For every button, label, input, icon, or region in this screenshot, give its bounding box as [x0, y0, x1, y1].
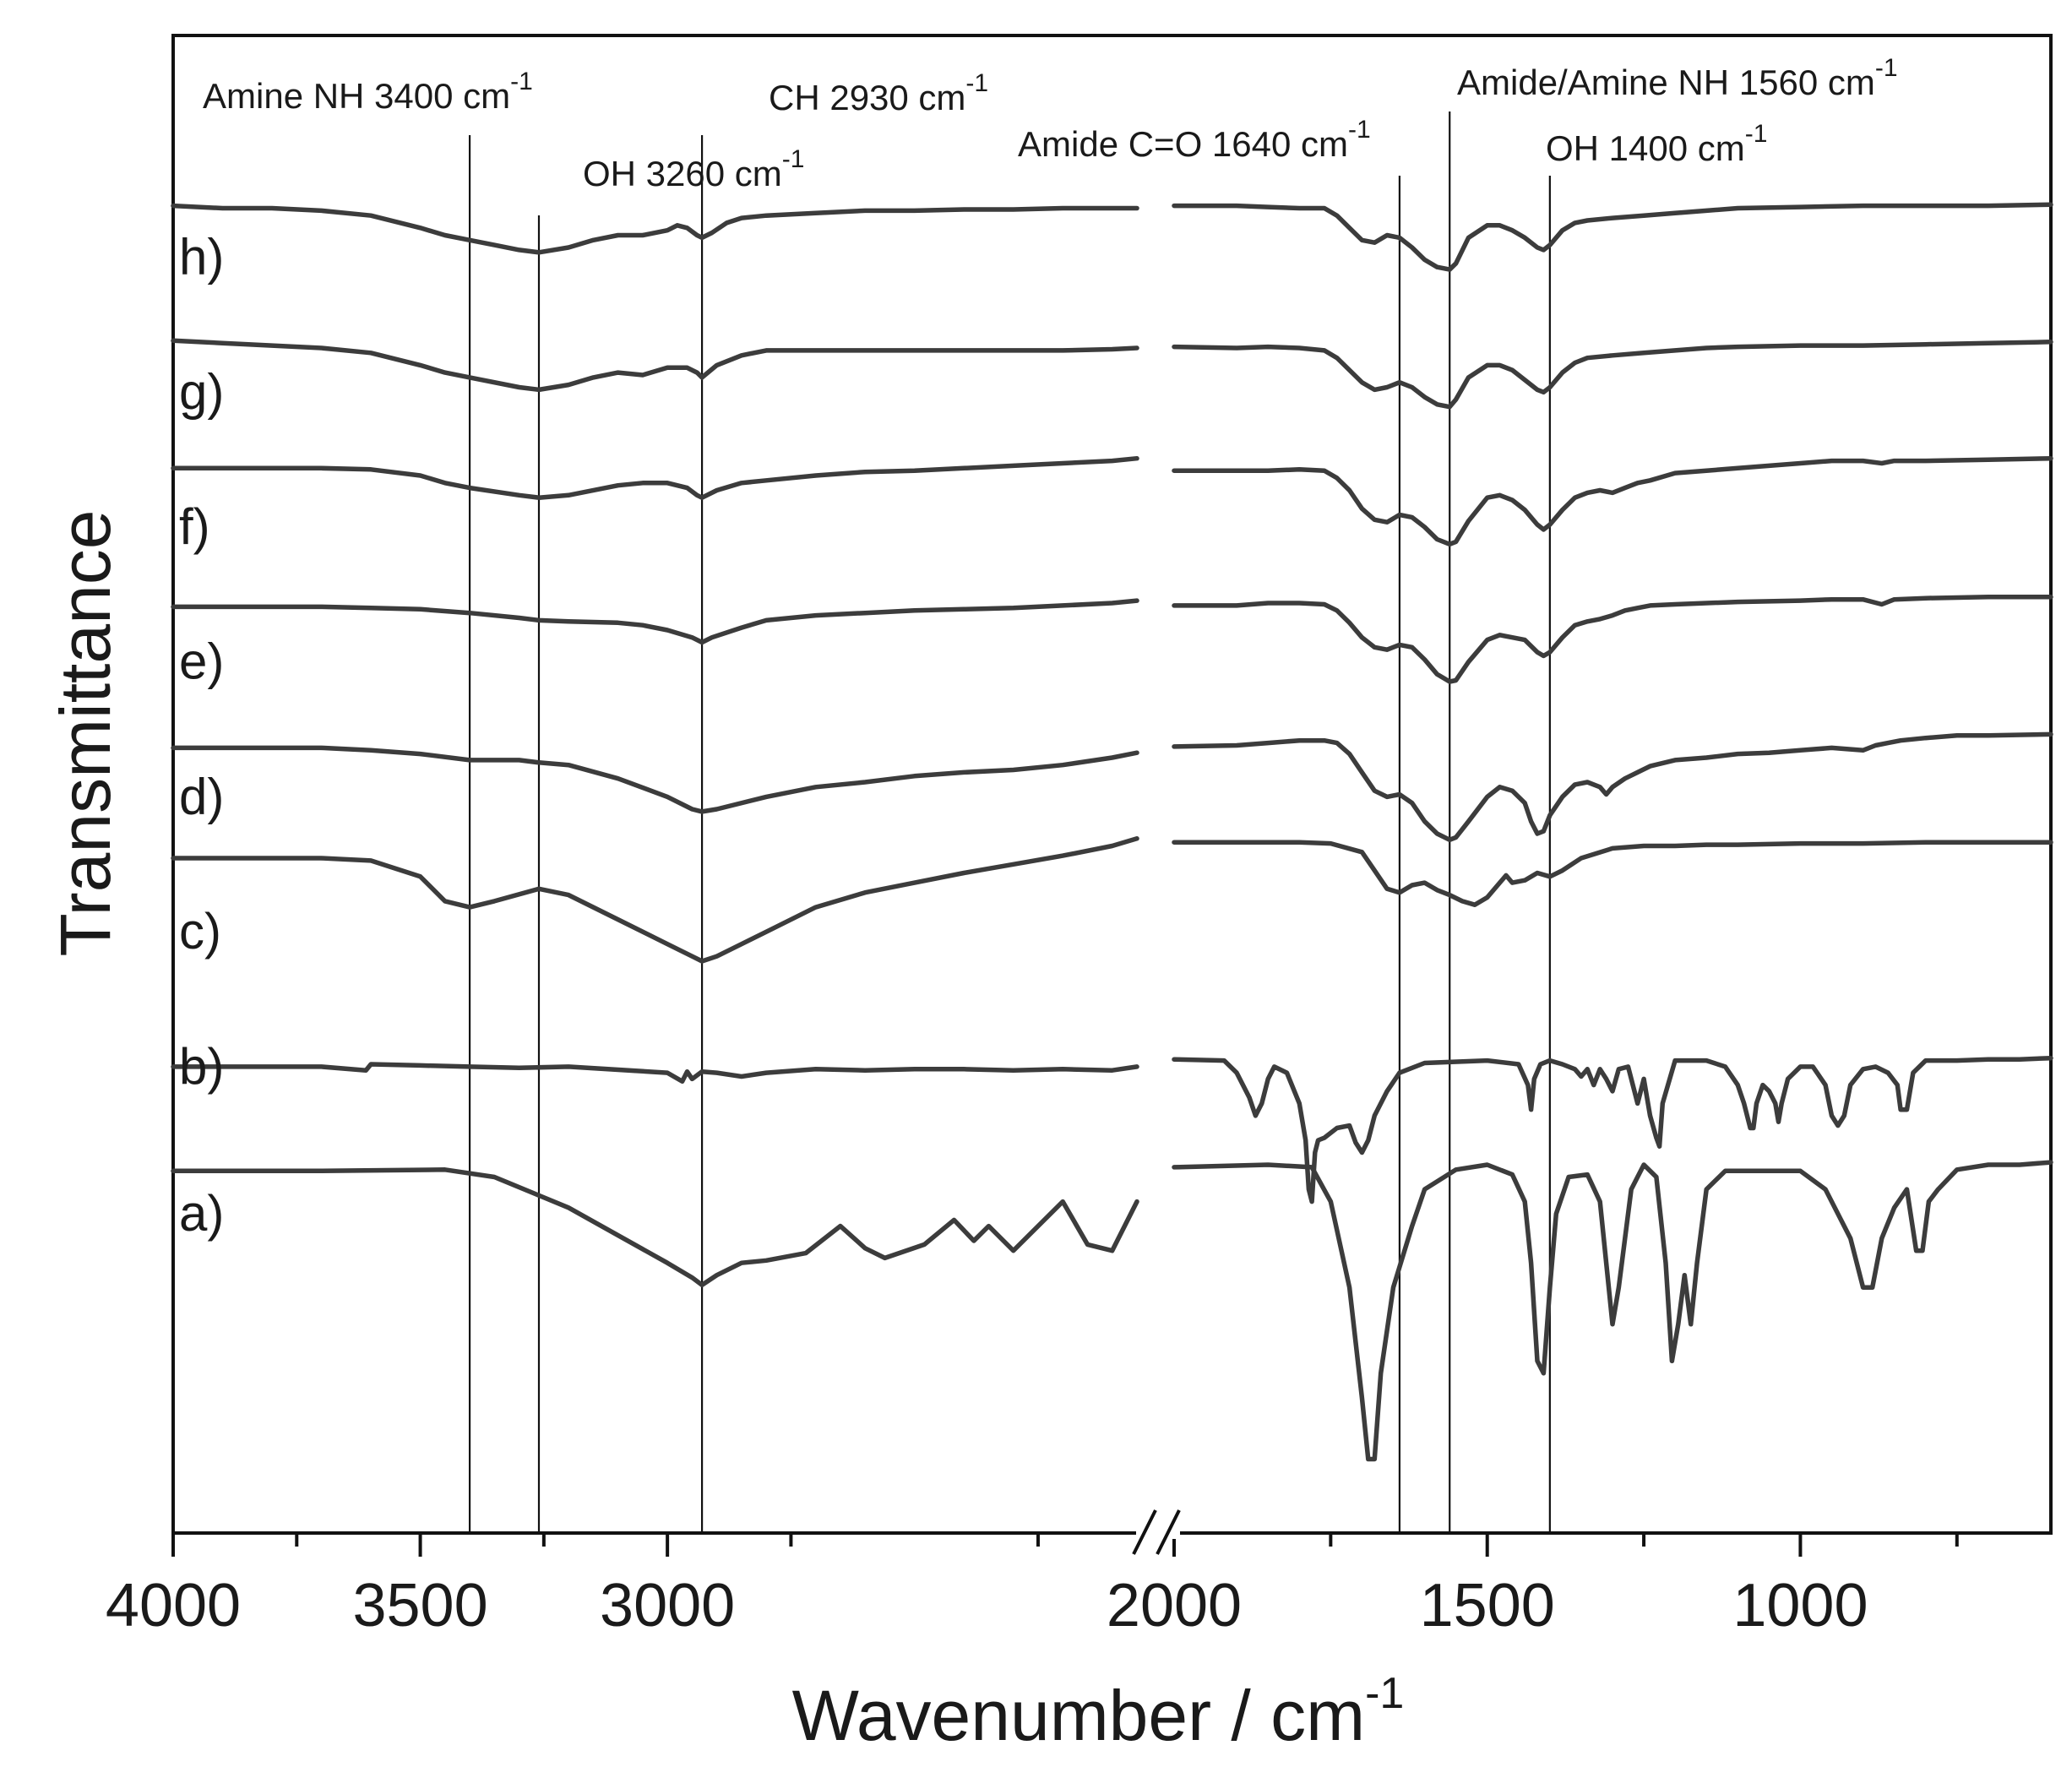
series-label: c): [179, 903, 221, 960]
tick-label: 1500: [1420, 1572, 1555, 1639]
marker-label-text: Amide C=O 1640 cm: [1018, 124, 1348, 164]
x-axis-title: Wavenumber / cm-1: [792, 1669, 1405, 1755]
marker-label: Amide C=O 1640 cm-1: [1018, 116, 1371, 164]
x-axis-ticks: [171, 1533, 1959, 1557]
tick-label: 1000: [1732, 1572, 1868, 1639]
x-axis-tick-labels: 4000 3500 3000 2000 1500 1000: [106, 1572, 1868, 1639]
series-label: a): [179, 1185, 224, 1242]
marker-lines: [468, 111, 1551, 1533]
plot-border: [171, 34, 2053, 1535]
series-label: f): [179, 498, 210, 555]
x-axis-title-text: Wavenumber / cm: [792, 1676, 1365, 1755]
series-label: h): [179, 229, 224, 285]
tick-label: 4000: [106, 1572, 241, 1639]
spectrum-line-f: [171, 455, 2053, 547]
axis-break-mark: [1132, 1505, 1181, 1555]
spectrum-line-a: [171, 1160, 2053, 1462]
marker-label-text: OH 1400 cm: [1546, 128, 1745, 168]
spectrum-line-g: [171, 338, 2053, 410]
marker-label-text: Amine NH 3400 cm: [203, 76, 510, 116]
spectrum-line-b: [171, 1055, 2053, 1204]
marker-label-sup: -1: [510, 68, 533, 95]
marker-label-sup: -1: [1875, 54, 1898, 82]
y-axis-title: Transmittance: [46, 509, 125, 956]
series-label: b): [179, 1038, 224, 1095]
marker-label-text: OH 3260 cm: [583, 154, 782, 193]
marker-label-sup: -1: [1348, 116, 1371, 144]
marker-label-sup: -1: [1745, 120, 1768, 148]
marker-label-sup: -1: [965, 69, 988, 97]
marker-labels: Amine NH 3400 cm-1OH 3260 cm-1CH 2930 cm…: [203, 54, 1898, 193]
tick-label: 3000: [600, 1572, 735, 1639]
spectrum-line-e: [171, 595, 2053, 684]
series-labels: a) b) c) d) e) f) g) h): [179, 229, 224, 1242]
x-axis-title-sup: -1: [1365, 1669, 1404, 1718]
spectrum-line-c: [171, 836, 2053, 964]
marker-label-text: CH 2930 cm: [769, 78, 965, 117]
marker-label: OH 3260 cm-1: [583, 145, 804, 193]
series-label: g): [179, 363, 224, 420]
marker-label: OH 1400 cm-1: [1546, 120, 1767, 168]
marker-label: CH 2930 cm-1: [769, 69, 988, 117]
marker-label-text: Amide/Amine NH 1560 cm: [1457, 63, 1875, 102]
tick-label: 3500: [352, 1572, 487, 1639]
marker-label: Amine NH 3400 cm-1: [203, 68, 533, 116]
series-label: e): [179, 633, 224, 690]
spectrum-line-d: [171, 731, 2053, 843]
tick-label: 2000: [1107, 1572, 1242, 1639]
series-label: d): [179, 768, 224, 824]
plot-frame: [171, 34, 2053, 1535]
marker-label: Amide/Amine NH 1560 cm-1: [1457, 54, 1898, 102]
spectra-series: [171, 202, 2053, 1462]
marker-label-sup: -1: [782, 145, 805, 173]
spectrum-line-h: [171, 202, 2053, 272]
